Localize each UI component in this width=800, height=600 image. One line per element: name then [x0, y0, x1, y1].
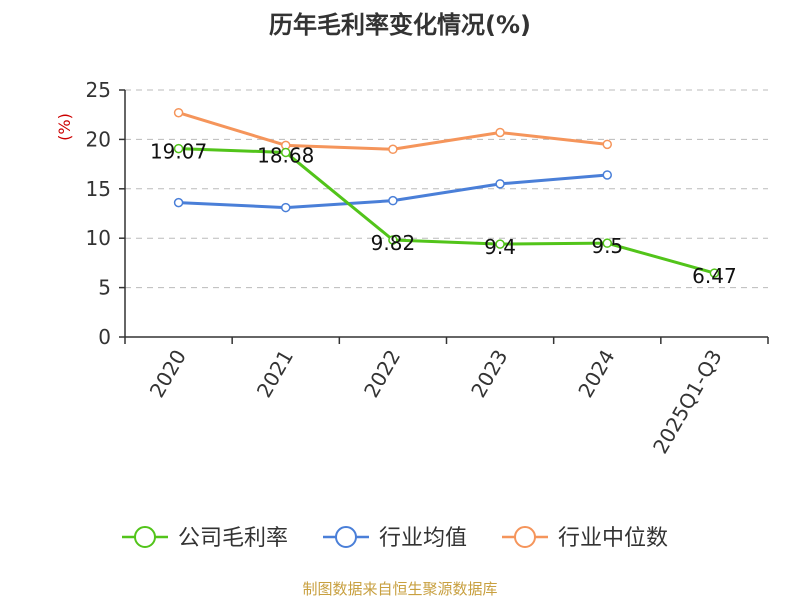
data-point [388, 195, 398, 206]
legend-marker [514, 526, 536, 548]
data-label: 19.07 [150, 140, 207, 164]
x-tick-label: 2024 [573, 346, 619, 402]
x-tick-label: 2025Q1-Q3 [648, 346, 727, 458]
x-tick-label: 2021 [252, 346, 298, 402]
data-label: 6.47 [692, 264, 737, 288]
data-point [709, 268, 720, 278]
data-point [173, 107, 184, 118]
y-tick-label: 25 [86, 78, 111, 102]
y-tick-label: 0 [98, 325, 111, 349]
data-point [173, 143, 184, 154]
x-tick-label: 2022 [359, 346, 405, 402]
y-tick-label: 15 [86, 177, 111, 201]
x-tick-label: 2023 [466, 346, 512, 402]
data-label: 9.4 [484, 235, 516, 259]
data-point [495, 239, 505, 249]
data-point [281, 147, 291, 158]
source-note: 制图数据来自恒生聚源数据库 [302, 580, 497, 598]
data-point [602, 170, 612, 180]
y-tick-label: 10 [86, 226, 111, 250]
y-tick-label: 20 [86, 127, 111, 151]
series-line [178, 111, 608, 151]
data-point [388, 235, 398, 245]
legend-label: 公司毛利率 [178, 526, 288, 551]
data-label: 18.68 [257, 143, 314, 167]
legend-marker [134, 526, 156, 548]
data-point [495, 179, 505, 189]
data-point [602, 139, 612, 150]
data-label: 9.5 [591, 234, 623, 258]
x-tick-label: 2020 [145, 346, 191, 402]
axes: 0 5 10 15 20 25 2020 2021 2022 2023 2024 2025Q1-Q3 [86, 78, 769, 458]
data-point [281, 202, 291, 213]
data-labels: 19.07 18.68 9.82 9.4 9.5 6.47 [150, 140, 737, 288]
data-label: 9.82 [371, 231, 416, 255]
chart-title: 历年毛利率变化情况(%) [269, 11, 531, 39]
data-point [495, 127, 505, 138]
data-point [602, 238, 612, 248]
data-point [388, 144, 398, 155]
legend-label: 行业中位数 [558, 526, 668, 551]
legend-marker [335, 526, 357, 548]
y-axis-label: (%) [55, 113, 74, 141]
legend: 公司毛利率 行业均值 行业中位数 [122, 526, 668, 551]
grid-lines [125, 89, 768, 289]
series-line [178, 147, 715, 275]
legend-label: 行业均值 [379, 526, 467, 551]
data-point [173, 197, 184, 208]
series-lines [173, 107, 720, 278]
y-tick-label: 5 [98, 276, 111, 300]
